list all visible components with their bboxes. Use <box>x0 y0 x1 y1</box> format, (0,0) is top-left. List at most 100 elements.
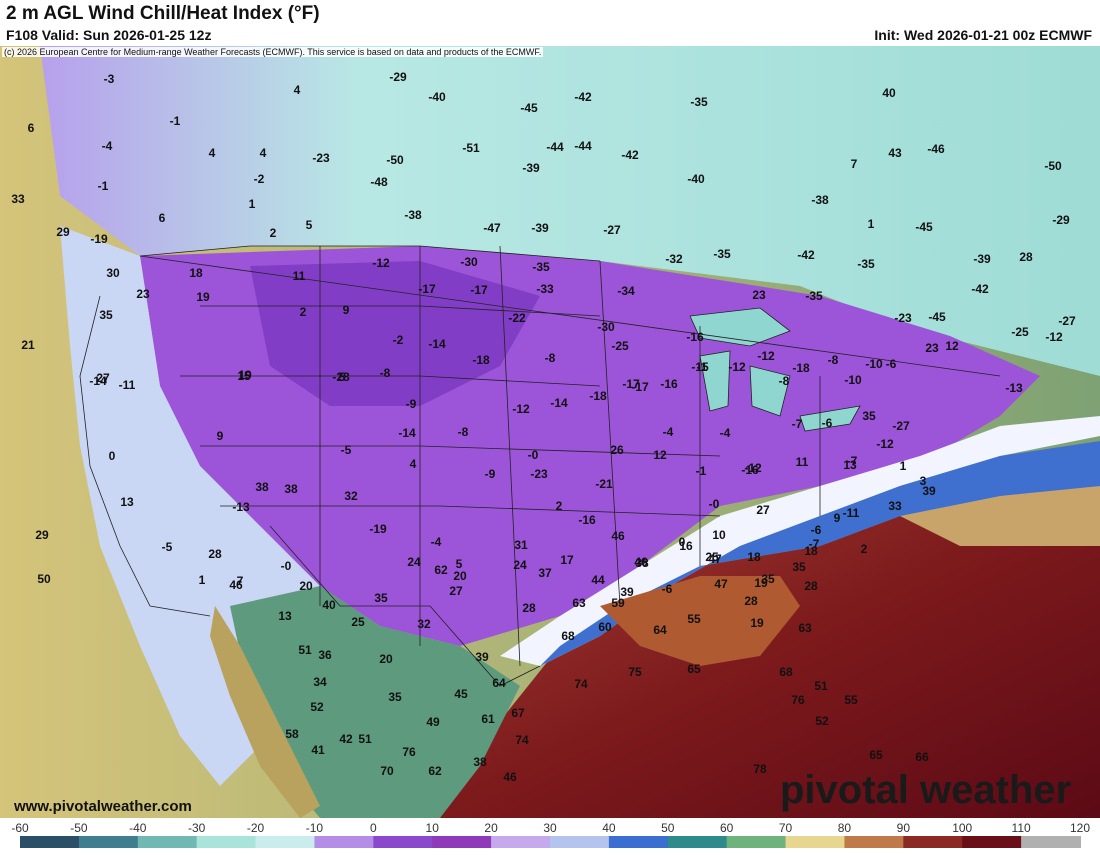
map-value-label: 47 <box>708 552 722 566</box>
map-value-label: 35 <box>388 690 402 704</box>
map-value-label: -39 <box>522 161 540 175</box>
map-value-label: 3 <box>920 474 927 488</box>
map-value-label: 5 <box>456 557 463 571</box>
map-value-label: -21 <box>595 477 613 491</box>
map-value-label: 38 <box>255 480 269 494</box>
colorbar-tick-label: 50 <box>661 821 675 835</box>
map-value-label: -45 <box>915 220 933 234</box>
map-value-label: 65 <box>869 748 883 762</box>
map-value-label: -12 <box>1045 330 1063 344</box>
map-value-label: -1 <box>697 360 708 374</box>
colorbar-segment <box>608 836 669 848</box>
map-value-label: 76 <box>791 693 805 707</box>
map-value-label: -14 <box>550 396 568 410</box>
map-value-label: -10 <box>865 357 883 371</box>
map-value-label: -13 <box>1005 381 1023 395</box>
map-value-label: 17 <box>560 553 574 567</box>
map-value-label: -12 <box>372 256 390 270</box>
canada-region <box>40 46 1100 376</box>
map-value-label: 13 <box>120 495 134 509</box>
map-value-label: 35 <box>374 591 388 605</box>
map-value-label: 29 <box>56 225 70 239</box>
map-value-label: 38 <box>635 556 649 570</box>
map-value-label: -12 <box>512 402 530 416</box>
map-value-label: 2 <box>300 305 307 319</box>
map-value-label: -8 <box>828 353 839 367</box>
copyright-notice: (c) 2026 European Centre for Medium-rang… <box>2 47 544 57</box>
map-value-label: -51 <box>462 141 480 155</box>
weather-map[interactable]: -3 -29 4 -40 -45 -42 -35 6 -1 4 4 -23 -50 -51 -44 -44 -4… <box>0 46 1100 818</box>
map-value-label: 33 <box>11 192 25 206</box>
map-value-label: 23 <box>136 287 150 301</box>
map-value-label: -11 <box>843 506 860 520</box>
map-value-label: 12 <box>653 448 667 462</box>
map-value-label: 15 <box>237 369 251 383</box>
colorbar-segment <box>726 836 787 848</box>
map-value-label: -47 <box>483 221 501 235</box>
map-value-label: 64 <box>653 623 667 637</box>
map-value-label: -35 <box>690 95 708 109</box>
map-value-label: -7 <box>809 537 820 551</box>
map-value-label: 47 <box>714 577 728 591</box>
map-value-label: 60 <box>598 620 612 634</box>
map-value-label: -48 <box>370 175 388 189</box>
map-value-label: 74 <box>515 733 529 747</box>
map-value-label: 74 <box>574 677 588 691</box>
colorbar-tick-label: 0 <box>370 821 377 835</box>
value-labels: -3 -294 -40-45-42 -356 -14 4 -23 -50-51 -44 -44-4… <box>11 70 1076 784</box>
map-value-label: 46 <box>229 578 243 592</box>
map-value-label: -7 <box>792 417 803 431</box>
map-value-label: 20 <box>453 569 467 583</box>
color-legend-svg: -60 -50 -40 -30 -20 -10 0 10 20 30 40 50 60 70 80 90 100… <box>11 821 1090 848</box>
map-value-label: 21 <box>21 338 35 352</box>
map-value-label: 26 <box>610 443 624 457</box>
map-value-label: 38 <box>473 755 487 769</box>
map-value-label: -17 <box>631 380 649 394</box>
map-value-label: 4 <box>260 146 267 160</box>
colorbar-tick-label: -10 <box>306 821 324 835</box>
map-value-label: 39 <box>922 484 936 498</box>
map-value-label: -45 <box>520 101 538 115</box>
map-value-label: -4 <box>102 139 113 153</box>
map-value-label: 51 <box>298 643 312 657</box>
map-value-label: -42 <box>797 248 815 262</box>
map-value-label: -35 <box>532 260 550 274</box>
map-value-label: -15 <box>691 360 709 374</box>
colorbar-tick-label: 100 <box>952 821 972 835</box>
color-legend: -60 -50 -40 -30 -20 -10 0 10 20 30 40 50 60 70 80 90 100… <box>0 818 1100 850</box>
map-value-label: -44 <box>546 140 564 154</box>
site-url[interactable]: www.pivotalweather.com <box>14 798 192 815</box>
colorbar-tick-label: -60 <box>11 821 29 835</box>
map-value-label: -32 <box>665 252 683 266</box>
map-value-label: -10 <box>844 373 862 387</box>
map-value-label: -33 <box>536 282 554 296</box>
map-value-label: 20 <box>299 579 313 593</box>
map-value-label: -18 <box>792 361 810 375</box>
map-value-label: 4 <box>294 83 301 97</box>
map-value-label: 2 <box>861 542 868 556</box>
map-value-label: -50 <box>1044 159 1062 173</box>
map-value-label: -5 <box>162 540 173 554</box>
map-value-label: 7 <box>237 574 244 588</box>
map-value-label: -16 <box>686 330 704 344</box>
map-value-label: 59 <box>611 596 625 610</box>
colorbar-segment <box>314 836 375 848</box>
map-value-label: 43 <box>888 146 902 160</box>
map-value-label: 37 <box>538 566 552 580</box>
map-value-label: 7 <box>851 157 858 171</box>
colorbar-segment <box>196 836 257 848</box>
map-value-label: 25 <box>351 615 365 629</box>
map-value-label: 38 <box>284 482 298 496</box>
map-value-label: 42 <box>339 732 353 746</box>
map-value-label: -5 <box>341 443 352 457</box>
map-value-label: -23 <box>894 311 912 325</box>
map-value-label: -16 <box>741 463 759 477</box>
map-value-label: -38 <box>811 193 829 207</box>
map-value-label: 1 <box>868 217 875 231</box>
init-time: Init: Wed 2026-01-21 00z ECMWF <box>874 27 1092 43</box>
colorbar-segment <box>667 836 728 848</box>
colorbar-tick-label: 90 <box>897 821 911 835</box>
map-value-label: -29 <box>389 70 407 84</box>
map-value-label: -25 <box>611 339 629 353</box>
map-value-label: -6 <box>662 582 673 596</box>
